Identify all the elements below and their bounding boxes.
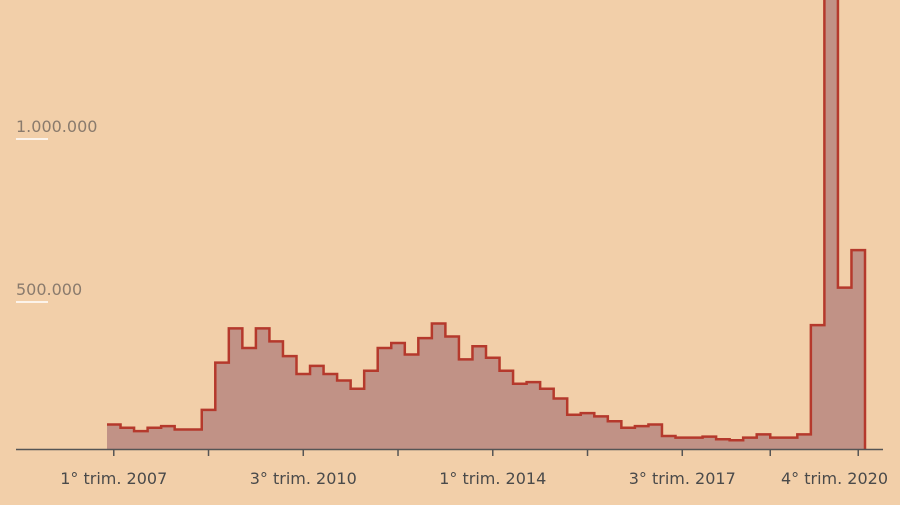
y-tick-label: 500.000 bbox=[16, 280, 82, 299]
y-axis-labels: 1.000.000 500.000 bbox=[16, 117, 97, 303]
x-tick-label: 4° trim. 2020 bbox=[781, 469, 888, 488]
x-axis: 1° trim. 2007 3° trim. 2010 1° trim. 2014 3… bbox=[16, 448, 888, 488]
x-tick-label: 3° trim. 2017 bbox=[629, 469, 736, 488]
series-line bbox=[107, 0, 867, 449]
series-group bbox=[107, 0, 867, 449]
x-tick-label: 3° trim. 2010 bbox=[250, 469, 357, 488]
x-tick-label: 1° trim. 2014 bbox=[439, 469, 546, 488]
series-area bbox=[107, 0, 865, 449]
x-tick-label: 1° trim. 2007 bbox=[60, 469, 167, 488]
y-tick-label: 1.000.000 bbox=[16, 117, 97, 136]
